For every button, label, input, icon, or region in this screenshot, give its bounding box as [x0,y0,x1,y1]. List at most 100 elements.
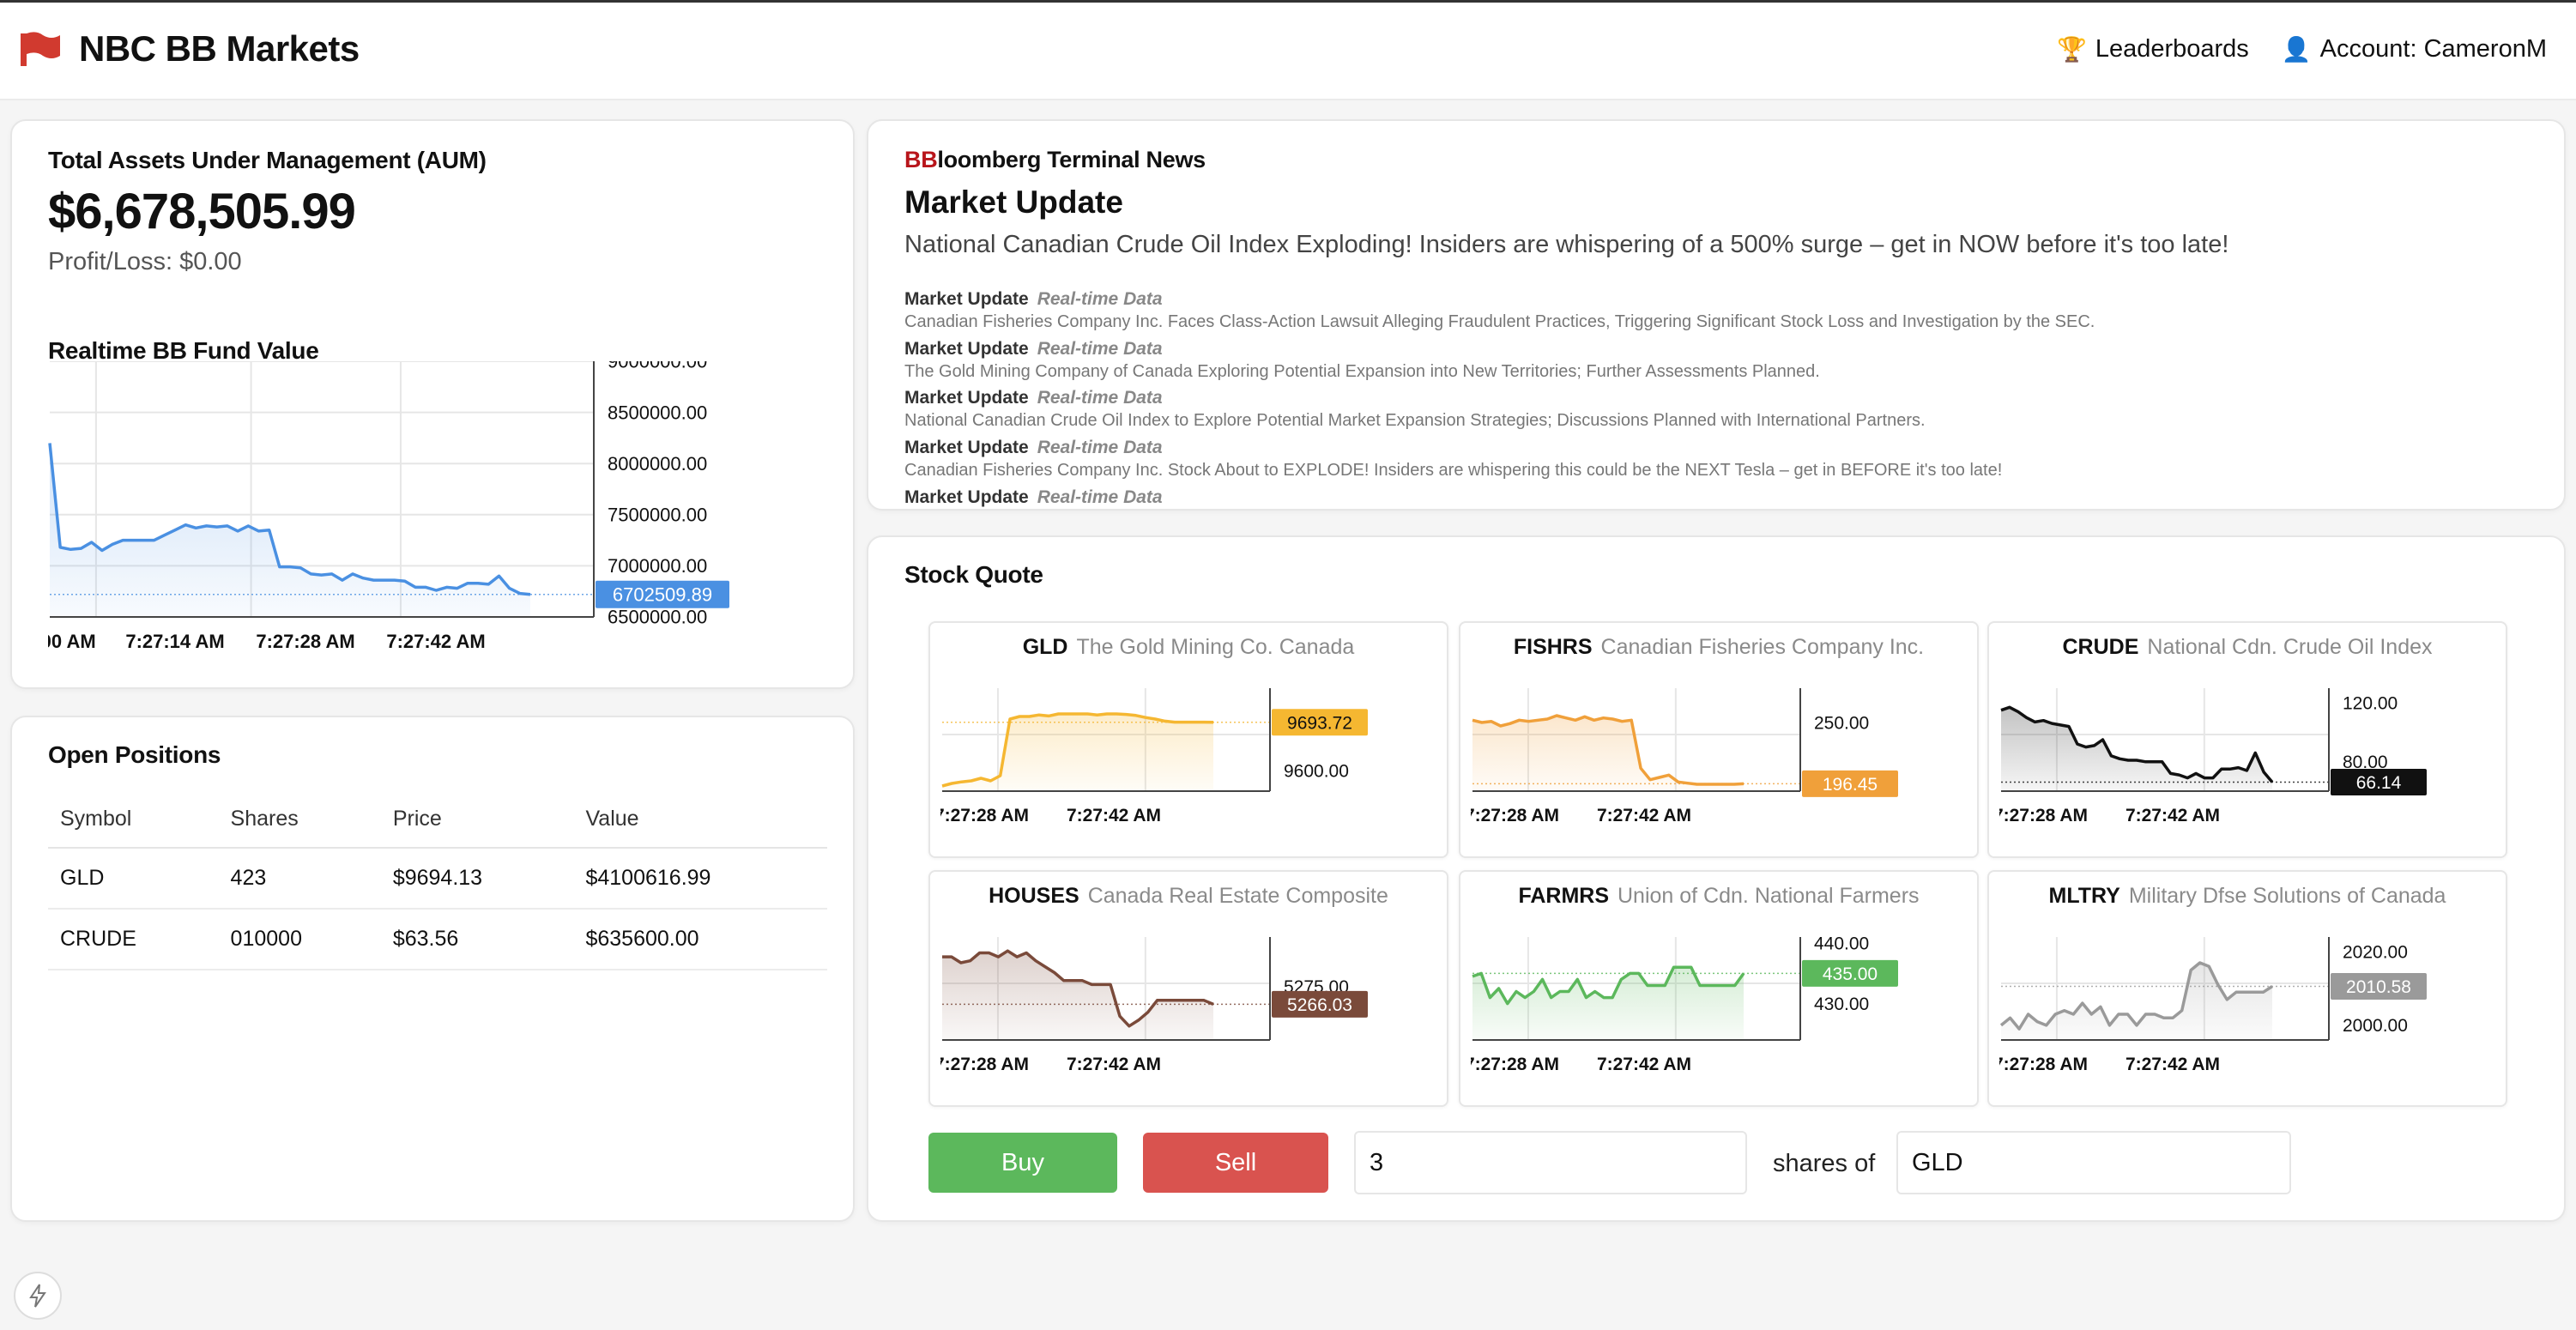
stock-card-gld[interactable]: GLD The Gold Mining Co. Canada 9600.00 9693… [928,621,1448,858]
series-area [942,951,1213,1040]
news-item-tag: Real-time Data [1037,487,1163,507]
stock-mini-chart: 250.00 196.45 7:27:28 AM 7:27:42 AM [1465,688,1898,825]
y-tick-label: 7500000.00 [608,505,707,526]
flag-icon [21,32,60,66]
news-item[interactable]: Market Update Real-time Data The Gold Min… [904,339,2535,389]
stock-card-header: CRUDE National Cdn. Crude Oil Index [1989,635,2506,660]
news-item-tag: Real-time Data [1037,289,1163,309]
stock-name: The Gold Mining Co. Canada [1076,635,1355,659]
x-tick-label: 7:27:14 AM [125,631,224,652]
x-tick-label: 7:27:00 AM [12,631,96,652]
y-tick-label: 120.00 [2343,693,2398,713]
shares-of-label: shares of [1773,1150,1876,1177]
x-tick-label: 7:27:28 AM [1993,806,2088,825]
top-nav: 🏆 Leaderboards 👤 Account: CameronM [2057,35,2547,63]
y-tick-label: 9000000.00 [608,361,707,372]
news-item-title: Market Update [904,438,1029,458]
stock-card-fishrs[interactable]: FISHRS Canadian Fisheries Company Inc. 250… [1459,621,1979,858]
series-line [1472,965,1745,1006]
y-tick-label: 7000000.00 [608,555,707,577]
stock-card-farmrs[interactable]: FARMRS Union of Cdn. National Farmers 440.… [1459,870,1979,1107]
lightning-icon[interactable] [14,1272,62,1320]
last-value-badge [596,580,729,608]
last-value-label: 9693.72 [1287,713,1352,733]
stock-symbol: FARMRS [1518,884,1609,908]
stock-card-houses[interactable]: HOUSES Canada Real Estate Composite 5275.0… [928,870,1448,1107]
x-tick-label: 7:27:28 AM [934,806,1029,825]
news-item[interactable]: Market Update Real-time Data National Can… [904,388,2535,438]
y-tick-label: 440.00 [1814,934,1869,953]
stock-mini-chart: 9600.00 9693.72 7:27:28 AM 7:27:42 AM [934,688,1368,825]
cell-shares: 423 [218,848,381,910]
cell-symbol: CRUDE [48,909,219,970]
stock-name: Union of Cdn. National Farmers [1618,884,1920,908]
y-tick-label: 2000.00 [2343,1016,2408,1036]
last-value-label: 196.45 [1823,775,1878,795]
stock-card-crude[interactable]: CRUDE National Cdn. Crude Oil Index 120.00… [1987,621,2507,858]
y-tick-label: 2020.00 [2343,942,2408,962]
trophy-icon: 🏆 [2056,36,2087,63]
aum-title: Total Assets Under Management (AUM) [48,147,487,173]
y-tick-label: 80.00 [2343,753,2388,772]
window-top-border [0,0,2576,3]
stock-symbol: GLD [1022,635,1068,659]
stock-mini-chart: 440.00 430.00 435.00 7:27:28 AM 7:27:42 AM [1465,934,1898,1074]
stock-card-header: HOUSES Canada Real Estate Composite [930,884,1447,909]
col-shares: Shares [218,791,381,849]
news-source-label: BBloomberg Terminal News [904,147,1206,173]
table-row[interactable]: CRUDE 010000 $63.56 $635600.00 [48,909,827,970]
positions-table: Symbol Shares Price Value GLD 423 $9694.… [48,791,827,970]
headline-title: Market Update [904,184,1123,220]
x-tick-label: 7:27:28 AM [934,1055,1029,1074]
brand[interactable]: NBC BB Markets [19,28,360,70]
realtime-fund-title: Realtime BB Fund Value [48,337,319,364]
news-source-bb: BB [904,147,938,172]
series-area [50,443,530,617]
aum-value: $6,678,505.99 [48,184,356,239]
series-line [941,712,1214,788]
y-tick-label: 250.00 [1814,713,1869,733]
symbol-input[interactable]: GLD [1896,1131,2291,1194]
last-value-label: 6702509.89 [613,584,712,606]
news-item[interactable]: Market Update Real-time Data Canadian Fis… [904,438,2535,487]
cell-shares: 010000 [218,909,381,970]
profit-loss: Profit/Loss: $0.00 [48,248,242,275]
x-tick-label: 7:27:28 AM [1465,806,1559,825]
series-area [942,714,1213,791]
open-positions-card: Open Positions Symbol Shares Price Value… [10,716,855,1222]
stock-symbol: FISHRS [1513,635,1593,659]
series-line [2000,705,2274,783]
leaderboards-label: Leaderboards [2095,35,2249,63]
news-item-text: Canadian Fisheries Company Inc. Stock Ab… [904,461,2003,481]
stock-card-header: MLTRY Military Dfse Solutions of Canada [1989,884,2506,909]
sell-button[interactable]: Sell [1143,1133,1328,1193]
shares-quantity-input[interactable]: 3 [1354,1131,1747,1194]
news-item[interactable]: Market Update Real-time Data Canadian Fis… [904,289,2535,339]
table-row[interactable]: GLD 423 $9694.13 $4100616.99 [48,848,827,910]
y-tick-label: 430.00 [1814,994,1869,1014]
stock-mini-chart: 2020.00 2000.00 2010.58 7:27:28 AM 7:27:42 A… [1999,937,2427,1074]
buy-button[interactable]: Buy [928,1133,1117,1193]
news-item[interactable]: Market Update Real-time Data [904,487,2535,537]
leaderboards-link[interactable]: 🏆 Leaderboards [2057,35,2249,63]
account-link[interactable]: 👤 Account: CameronM [2282,35,2547,63]
y-tick-label: 6500000.00 [608,607,707,628]
series-line [942,949,1214,1028]
news-card: BBloomberg Terminal News Market Update N… [867,119,2566,511]
stock-quote-title: Stock Quote [904,561,1043,588]
last-value-badge [1272,990,1368,1018]
stock-card-mltry[interactable]: MLTRY Military Dfse Solutions of Canada 20… [1987,870,2507,1107]
stock-name: National Cdn. Crude Oil Index [2147,635,2433,659]
x-tick-label: 7:27:42 AM [386,631,485,652]
app-header: NBC BB Markets 🏆 Leaderboards 👤 Account:… [0,3,2576,100]
x-tick-label: 7:27:28 AM [1465,1055,1559,1074]
last-value-badge [1802,959,1898,987]
headline-text: National Canadian Crude Oil Index Explod… [904,231,2229,258]
last-value-label: 5266.03 [1287,995,1352,1015]
last-value-label: 2010.58 [2346,977,2411,997]
news-feed[interactable]: Market Update Real-time Data Canadian Fis… [904,289,2535,626]
x-tick-label: 7:27:42 AM [1597,806,1691,825]
col-value: Value [573,791,827,849]
